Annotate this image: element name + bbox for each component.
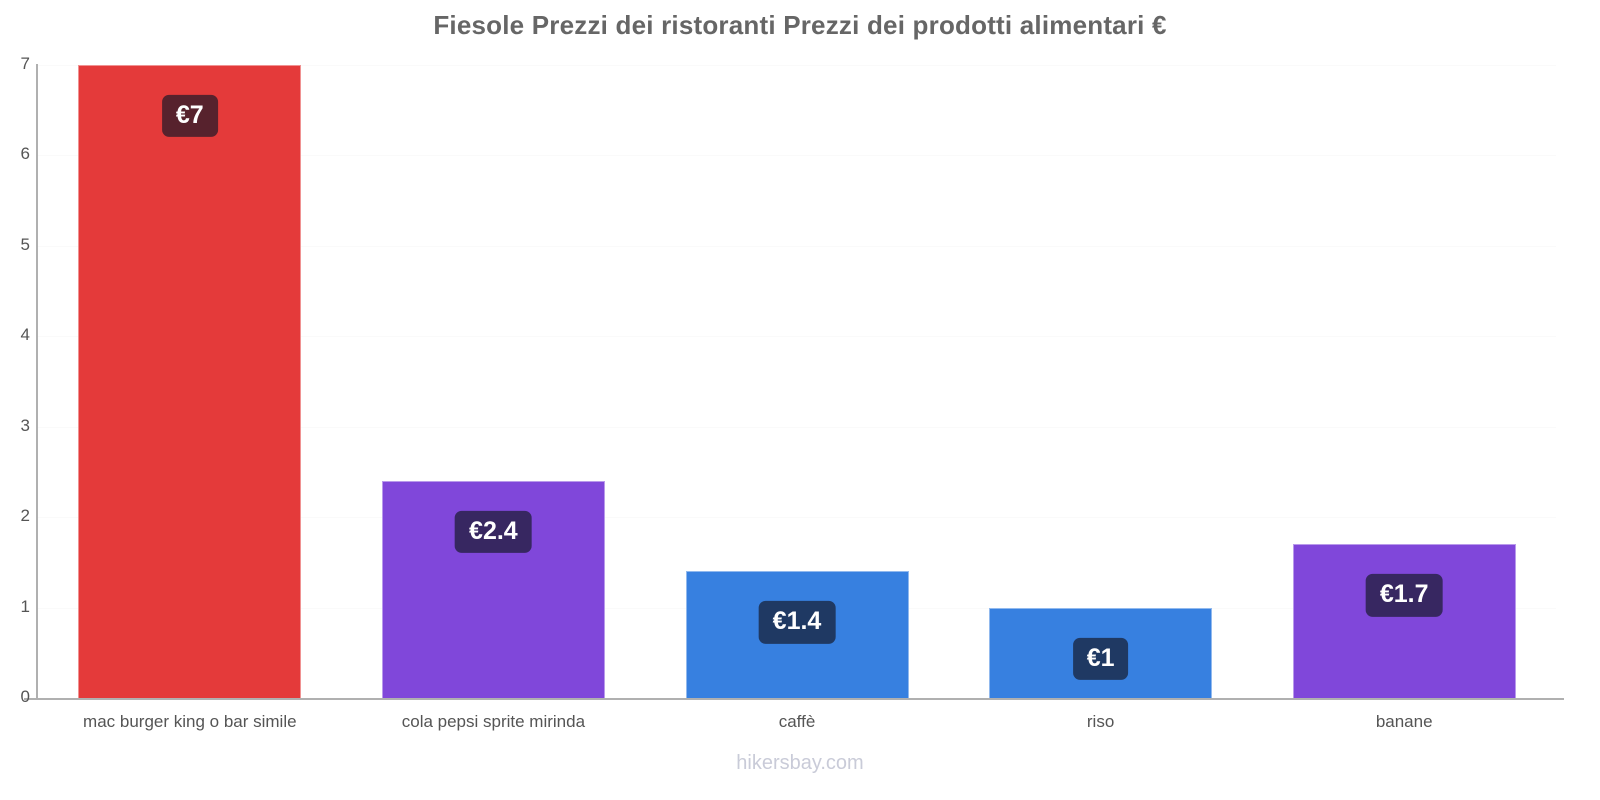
y-axis-line xyxy=(36,64,38,700)
bar-value-label: €2.4 xyxy=(455,510,532,554)
bar-value-label: €7 xyxy=(161,94,218,138)
x-tick-label: caffè xyxy=(778,712,816,731)
y-tick-label: 2 xyxy=(20,506,30,526)
grid-line xyxy=(38,426,1556,428)
grid-line xyxy=(38,336,1556,338)
x-tick-label: riso xyxy=(1086,712,1115,731)
y-tick-label: 6 xyxy=(20,144,30,164)
y-tick-label: 0 xyxy=(20,687,30,706)
y-tick-label: 1 xyxy=(20,596,30,616)
y-tick-label: 4 xyxy=(20,325,30,345)
grid-line xyxy=(38,517,1556,519)
grid-line xyxy=(38,245,1556,247)
x-tick-label: cola pepsi sprite mirinda xyxy=(401,712,586,731)
bar-fill xyxy=(78,65,302,698)
y-tick-label: 3 xyxy=(20,415,30,435)
bar-value-label: €1 xyxy=(1072,637,1129,680)
x-tick-label: mac burger king o bar simile xyxy=(83,712,297,731)
bar-value-label: €1.7 xyxy=(1365,574,1443,617)
y-tick-label: 5 xyxy=(20,234,30,254)
chart-title: Fiesole Prezzi dei ristoranti Prezzi dei… xyxy=(433,10,1167,40)
grid-line xyxy=(38,65,1556,66)
x-tick-label: banane xyxy=(1375,712,1433,731)
y-tick-label: 7 xyxy=(20,54,30,73)
bar[interactable] xyxy=(78,65,302,698)
bar-value-label: €1.4 xyxy=(758,601,836,644)
source-watermark: hikersbay.com xyxy=(736,752,864,774)
grid-line xyxy=(38,155,1556,157)
bar-fill xyxy=(1292,544,1516,698)
bar[interactable] xyxy=(1292,544,1516,698)
x-axis-line xyxy=(24,698,1564,700)
